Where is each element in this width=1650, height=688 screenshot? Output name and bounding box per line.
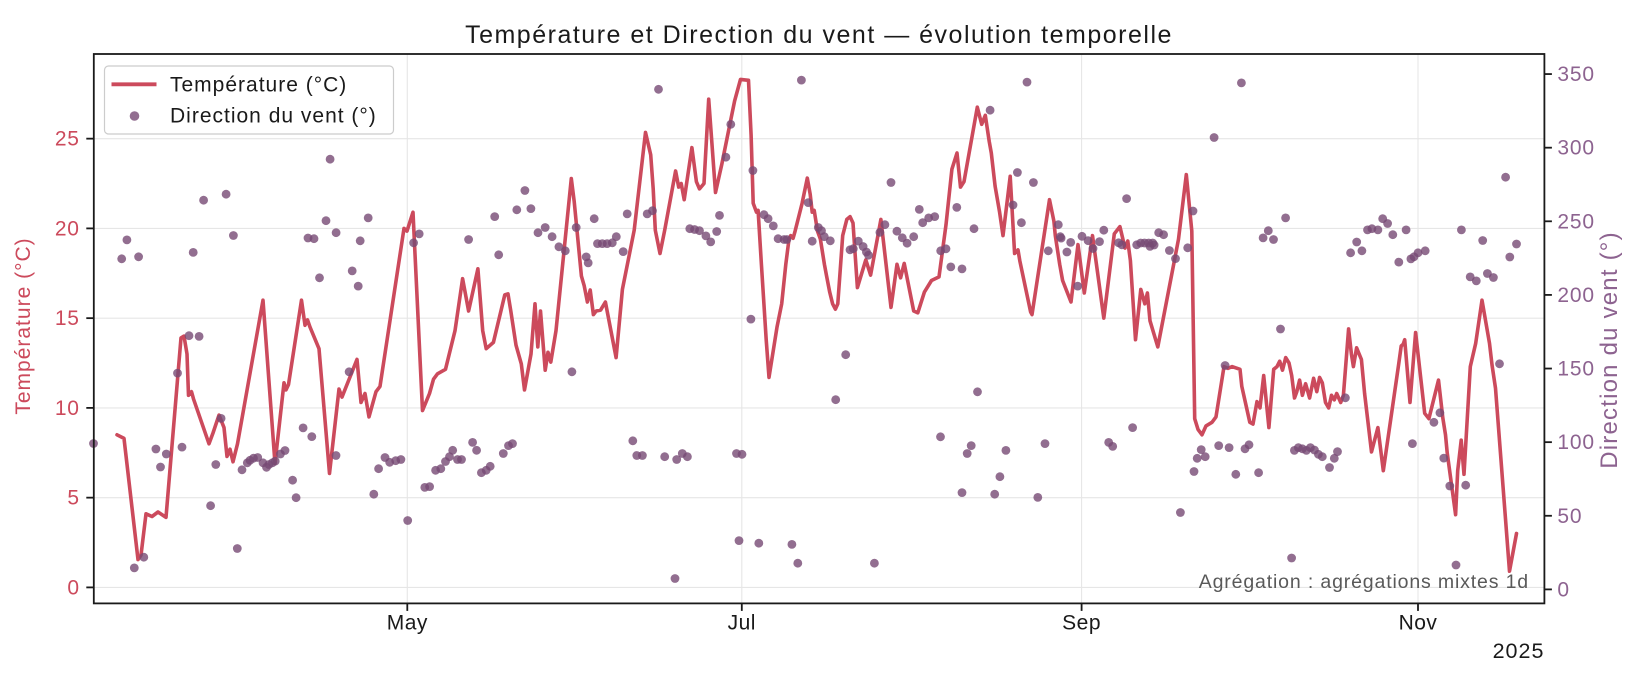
svg-text:0: 0 — [67, 576, 79, 599]
svg-text:10: 10 — [55, 397, 80, 420]
svg-text:May: May — [387, 612, 428, 635]
svg-text:Agrégation : agrégations mixte: Agrégation : agrégations mixtes 1d — [1199, 571, 1529, 593]
svg-text:Direction du vent (°): Direction du vent (°) — [1596, 231, 1623, 469]
svg-text:200: 200 — [1557, 284, 1594, 307]
svg-text:Jul: Jul — [728, 612, 756, 635]
svg-text:Température (°C): Température (°C) — [170, 74, 347, 97]
svg-text:300: 300 — [1557, 137, 1594, 160]
svg-text:25: 25 — [55, 128, 80, 151]
svg-text:350: 350 — [1557, 63, 1594, 86]
svg-text:Sep: Sep — [1062, 612, 1101, 635]
svg-text:15: 15 — [55, 307, 80, 330]
svg-text:50: 50 — [1557, 505, 1582, 528]
svg-text:20: 20 — [55, 217, 80, 240]
svg-text:Nov: Nov — [1399, 612, 1438, 635]
svg-text:250: 250 — [1557, 210, 1594, 233]
svg-text:5: 5 — [67, 487, 79, 510]
svg-text:150: 150 — [1557, 358, 1594, 381]
svg-text:0: 0 — [1557, 578, 1569, 601]
svg-text:2025: 2025 — [1493, 639, 1545, 663]
svg-text:Direction du vent (°): Direction du vent (°) — [170, 105, 377, 128]
svg-text:100: 100 — [1557, 431, 1594, 454]
svg-text:Température (°C): Température (°C) — [12, 237, 35, 414]
svg-text:Température et Direction du ve: Température et Direction du vent — évolu… — [465, 21, 1173, 49]
